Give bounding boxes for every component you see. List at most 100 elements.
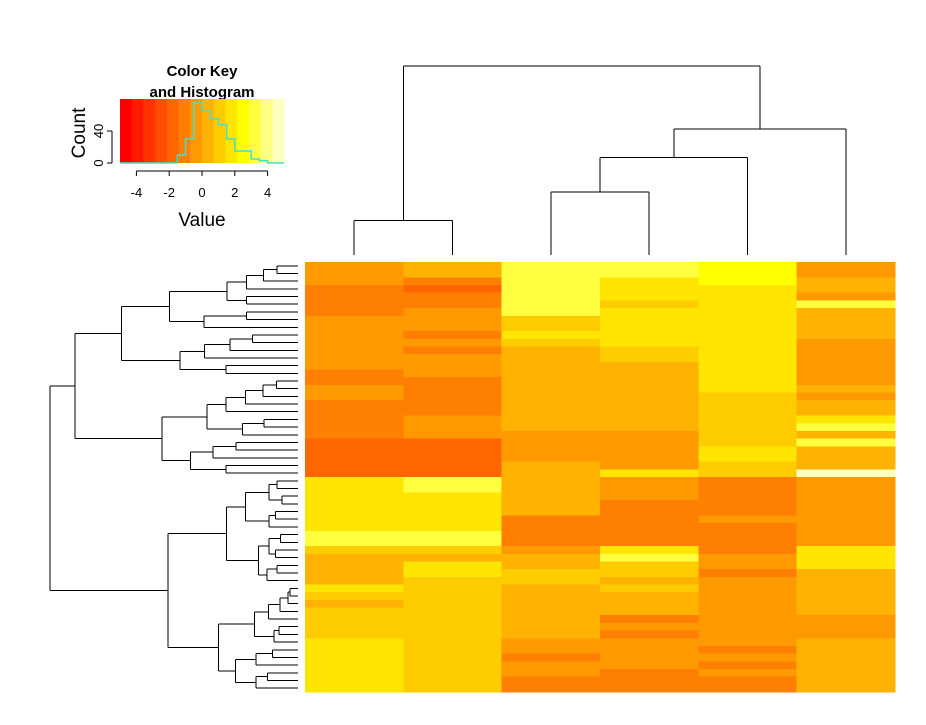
heatmap-cell bbox=[600, 331, 699, 340]
color-key-ylabel: Count bbox=[69, 107, 90, 158]
color-key-x-tick-label: -2 bbox=[163, 185, 175, 200]
heatmap-cell bbox=[698, 507, 798, 516]
heatmap-cell bbox=[403, 653, 503, 662]
heatmap-cell bbox=[600, 507, 699, 516]
heatmap-cell bbox=[501, 653, 601, 662]
heatmap-cell bbox=[796, 400, 896, 409]
heatmap-cell bbox=[796, 653, 896, 662]
heatmap-cell bbox=[600, 446, 699, 455]
heatmap-cell bbox=[698, 392, 798, 401]
heatmap-cell bbox=[698, 484, 798, 493]
heatmap-cell bbox=[305, 300, 404, 309]
heatmap-cell bbox=[501, 453, 601, 463]
heatmap-cell bbox=[698, 407, 798, 417]
heatmap-cell bbox=[501, 308, 601, 317]
heatmap-cell bbox=[796, 338, 896, 348]
heatmap-cell bbox=[698, 661, 798, 670]
heatmap-cell bbox=[305, 323, 404, 332]
heatmap-cell bbox=[600, 407, 699, 417]
heatmap-cell bbox=[796, 492, 896, 501]
heatmap-cell bbox=[796, 607, 896, 616]
color-key-histogram-line bbox=[120, 102, 284, 164]
heatmap-cell bbox=[403, 661, 503, 670]
heatmap-cell bbox=[796, 361, 896, 371]
heatmap-cell bbox=[403, 369, 503, 378]
heatmap-cell bbox=[600, 599, 699, 609]
heatmap-cell bbox=[403, 477, 503, 486]
heatmap-cell bbox=[698, 277, 798, 286]
heatmap-cell bbox=[600, 300, 699, 309]
heatmap-cell bbox=[796, 308, 896, 317]
heatmap-cell bbox=[305, 423, 404, 432]
heatmap-cell bbox=[600, 484, 699, 493]
heatmap-cell bbox=[600, 684, 699, 693]
heatmap-cell bbox=[796, 300, 896, 309]
heatmap-cell bbox=[305, 262, 404, 271]
heatmap-cell bbox=[698, 584, 798, 593]
heatmap-cell bbox=[305, 377, 404, 386]
heatmap-cell bbox=[796, 661, 896, 670]
heatmap-cell bbox=[305, 668, 404, 678]
heatmap-cell bbox=[501, 369, 601, 378]
heatmap-cell bbox=[305, 599, 404, 609]
heatmap-cell bbox=[305, 361, 404, 371]
heatmap-cell bbox=[403, 569, 503, 578]
heatmap-cell bbox=[501, 515, 601, 524]
heatmap-cell bbox=[600, 553, 699, 563]
heatmap-cell bbox=[600, 400, 699, 409]
heatmap-cell bbox=[698, 469, 798, 478]
heatmap-cell bbox=[501, 315, 601, 325]
heatmap-cell bbox=[403, 438, 503, 447]
heatmap-cell bbox=[698, 361, 798, 371]
heatmap-cell bbox=[403, 530, 503, 540]
heatmap-cell bbox=[403, 300, 503, 309]
heatmap-cell bbox=[600, 308, 699, 317]
heatmap-cell bbox=[600, 415, 699, 424]
heatmap-cell bbox=[796, 615, 896, 624]
heatmap-cell bbox=[698, 607, 798, 616]
heatmap-cell bbox=[305, 400, 404, 409]
heatmap-cell bbox=[600, 653, 699, 662]
heatmap-cell bbox=[501, 377, 601, 386]
heatmap-cell bbox=[698, 538, 798, 547]
heatmap-cell bbox=[796, 569, 896, 578]
heatmap-cell bbox=[305, 338, 404, 348]
heatmap-cell bbox=[305, 446, 404, 455]
heatmap-cell bbox=[796, 507, 896, 516]
heatmap-cell bbox=[796, 599, 896, 609]
heatmap-cell bbox=[501, 407, 601, 417]
heatmap-cell bbox=[403, 461, 503, 470]
heatmap-cell bbox=[698, 430, 798, 440]
heatmap-cell bbox=[796, 515, 896, 524]
heatmap-cell bbox=[796, 622, 896, 632]
heatmap-cell bbox=[403, 615, 503, 624]
heatmap-cell bbox=[698, 477, 798, 486]
heatmap-cell bbox=[305, 484, 404, 493]
heatmap-cell bbox=[501, 523, 601, 532]
heatmap-cell bbox=[305, 530, 404, 540]
heatmap-cell bbox=[600, 361, 699, 371]
heatmap-cell bbox=[698, 561, 798, 570]
heatmap-cell bbox=[305, 607, 404, 616]
heatmap-cell bbox=[403, 308, 503, 317]
heatmap-cell bbox=[501, 492, 601, 501]
heatmap-cell bbox=[796, 592, 896, 601]
heatmap-cell bbox=[796, 668, 896, 678]
heatmap-cell bbox=[403, 430, 503, 440]
heatmap-cell bbox=[501, 553, 601, 563]
heatmap-cell bbox=[305, 500, 404, 509]
heatmap-cell bbox=[796, 684, 896, 693]
heatmap-cell bbox=[501, 415, 601, 424]
heatmap-cell bbox=[796, 523, 896, 532]
color-key-y-tick-label: 0 bbox=[91, 159, 106, 166]
heatmap-cell bbox=[501, 638, 601, 647]
heatmap-cell bbox=[305, 592, 404, 601]
heatmap-cell bbox=[501, 615, 601, 624]
heatmap-cell bbox=[698, 354, 798, 363]
heatmap-cell bbox=[501, 346, 601, 355]
heatmap-cell bbox=[796, 546, 896, 555]
heatmap-cell bbox=[698, 446, 798, 455]
heatmap-cell bbox=[501, 668, 601, 678]
